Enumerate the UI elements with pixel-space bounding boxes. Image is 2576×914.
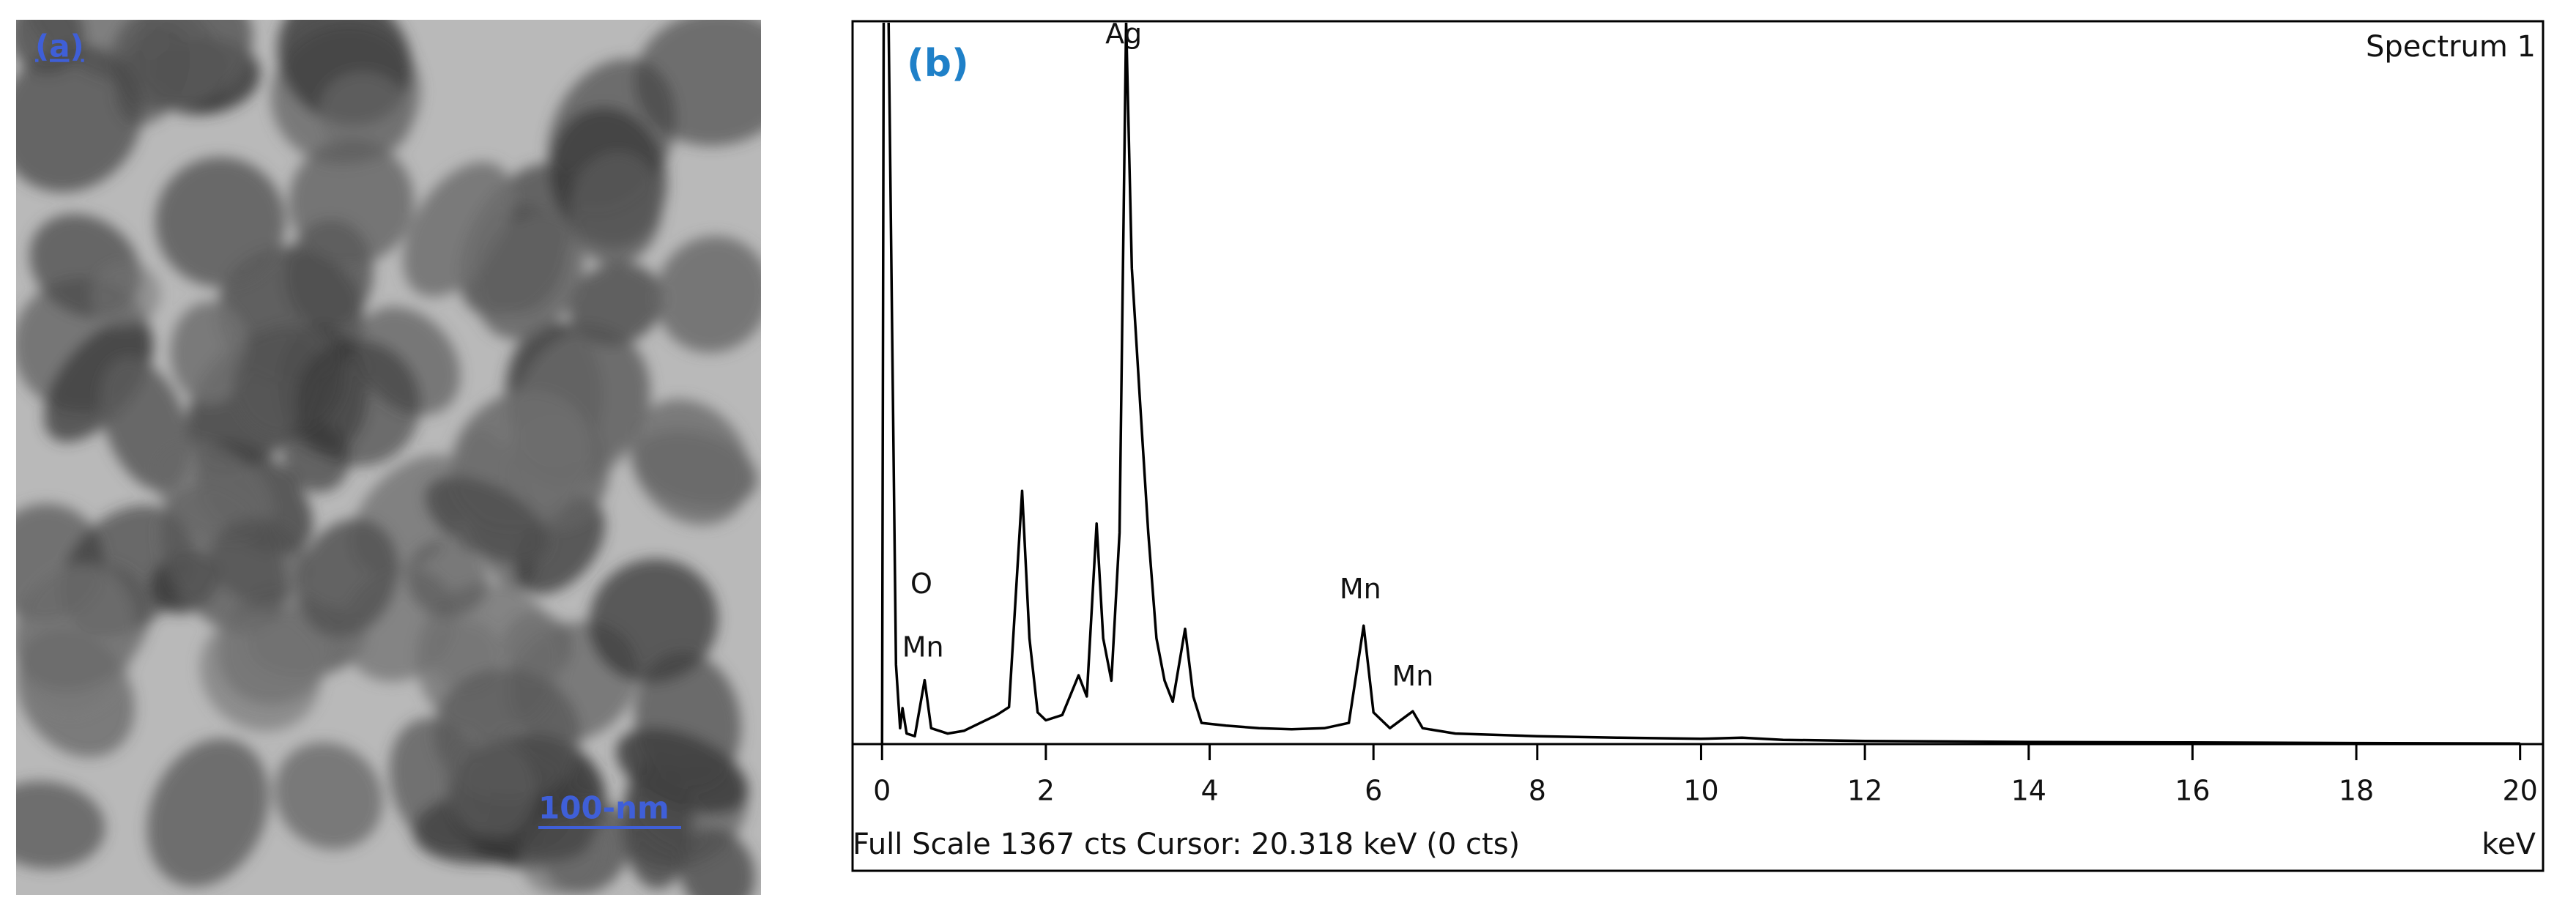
x-tick-label: 8: [1529, 775, 1546, 807]
particle: [90, 261, 160, 329]
x-tick-label: 20: [2503, 775, 2538, 807]
particle: [170, 301, 249, 404]
particle: [568, 262, 664, 346]
x-tick-label: 0: [873, 775, 891, 807]
x-tick-label: 14: [2011, 775, 2046, 807]
x-tick-label: 18: [2339, 775, 2374, 807]
x-unit: keV: [2482, 828, 2536, 861]
particle: [475, 212, 584, 340]
peak-label: Mn: [1340, 573, 1381, 605]
particle: [274, 742, 383, 850]
particle: [634, 20, 761, 146]
x-tick-label: 10: [1683, 775, 1718, 807]
panel-label: (b): [907, 42, 969, 86]
particle: [425, 476, 549, 563]
particle: [289, 139, 415, 264]
peak-label: Mn: [1392, 660, 1433, 692]
particle: [200, 614, 321, 732]
particle: [16, 45, 143, 193]
particle: [678, 828, 755, 895]
x-tick-label: 16: [2175, 775, 2210, 807]
particle: [406, 540, 489, 618]
panel-label: (a): [35, 29, 84, 64]
scale-bar-label: 100-nm: [538, 790, 669, 826]
particle: [16, 781, 105, 869]
peak-label: O: [910, 568, 932, 600]
particle: [210, 518, 308, 603]
particle: [569, 152, 663, 265]
particle: [44, 319, 154, 442]
particle: [152, 441, 272, 542]
particle: [155, 157, 286, 288]
plot-frame: [851, 20, 2545, 872]
particle: [589, 558, 719, 683]
particle: [295, 339, 420, 467]
footer: Full Scale 1367 cts Cursor: 20.318 keV (…: [853, 828, 1520, 861]
particle: [319, 72, 412, 159]
x-tick-label: 6: [1365, 775, 1382, 807]
particle: [297, 519, 398, 638]
particle: [631, 399, 751, 525]
x-tick-label: 4: [1200, 775, 1218, 807]
peak-label: Ag: [1105, 18, 1142, 50]
x-tick-label: 2: [1037, 775, 1055, 807]
particle: [655, 236, 761, 353]
peak-label: Mn: [902, 631, 944, 664]
x-tick-label: 12: [1847, 775, 1882, 807]
particle: [16, 564, 136, 716]
particles: [16, 20, 761, 895]
particle: [616, 728, 749, 814]
particle: [146, 738, 270, 888]
particle: [444, 732, 535, 838]
tem-image: [16, 20, 761, 895]
spectrum-title: Spectrum 1: [2366, 30, 2536, 64]
spectrum-line: [880, 23, 2520, 746]
